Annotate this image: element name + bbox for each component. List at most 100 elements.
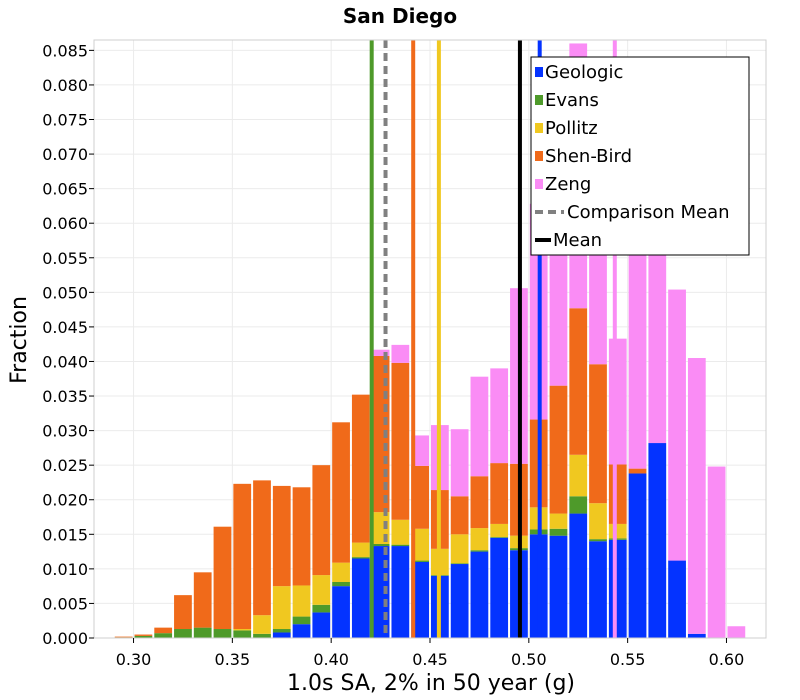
legend-swatch [535,179,543,189]
bar-pollitz [608,523,627,539]
bar-evans [490,537,509,538]
legend-swatch [535,123,543,133]
y-tick-label: 0.055 [42,249,88,268]
bar-evans [292,616,311,625]
bar-geologic [628,473,647,638]
y-tick-label: 0.050 [42,283,88,302]
bar-evans [213,629,232,638]
bar-zeng [707,466,726,638]
x-axis-label: 1.0s SA, 2% in 50 year (g) [287,671,575,696]
bar-zeng [668,289,686,561]
legend-swatch [535,67,543,77]
bar-pollitz [332,562,350,583]
legend-label: Shen-Bird [545,146,632,167]
bar-zeng [490,368,509,464]
x-tick-label: 0.30 [116,650,152,669]
bar-zeng [450,429,469,497]
bar-geologic [332,586,350,638]
bar-evans [351,557,370,559]
x-tick-label: 0.50 [511,650,547,669]
legend-label: Pollitz [545,118,598,139]
bar-evans [470,550,489,552]
bar-shen-bird [174,595,192,630]
bar-shen-bird [569,308,588,455]
bar-evans [233,630,252,638]
legend-label: Evans [545,90,599,111]
bar-shen-bird [391,362,410,520]
bar-pollitz [351,542,370,558]
bar-zeng [391,344,410,363]
legend-label: Geologic [545,62,623,83]
bar-geologic [450,564,469,638]
y-tick-label: 0.025 [42,456,88,475]
bar-pollitz [569,454,588,497]
bar-zeng [628,234,647,469]
y-tick-label: 0.070 [42,145,88,164]
bar-geologic [549,535,568,638]
chart-title: San Diego [343,4,457,28]
bar-shen-bird [134,634,153,636]
bar-pollitz [391,519,410,545]
y-axis-label: Fraction [7,296,32,384]
x-axis: 0.30 0.35 0.40 0.45 0.50 0.55 0.60 [116,638,745,669]
bar-zeng [727,626,746,638]
bar-shen-bird [549,385,568,514]
bar-geologic [589,541,607,638]
bar-evans [549,528,568,536]
bar-evans [569,496,588,514]
bar-pollitz [450,534,469,564]
bar-evans [253,633,271,638]
bar-evans [411,560,429,562]
bar-shen-bird [114,636,133,638]
bar-pollitz [292,585,311,617]
bar-shen-bird [411,465,429,529]
bar-shen-bird [154,627,173,634]
bar-zeng [648,244,667,444]
bar-geologic [312,612,331,638]
y-tick-label: 0.075 [42,111,88,130]
bar-shen-bird [628,468,647,474]
bar-geologic [292,624,311,638]
y-tick-label: 0.005 [42,594,88,613]
bar-evans [371,543,390,547]
bar-shen-bird [608,464,627,524]
y-tick-label: 0.045 [42,318,88,337]
y-tick-label: 0.000 [42,629,88,648]
bar-shen-bird [589,364,607,504]
bar-shen-bird [193,572,212,628]
bar-geologic [687,633,706,638]
legend-swatch [535,95,543,105]
bar-shen-bird [450,496,469,535]
bar-evans [193,627,212,638]
bar-zeng [411,435,429,466]
bar-shen-bird [312,465,331,576]
bar-evans [391,544,410,547]
bar-shen-bird [332,422,350,563]
bar-geologic [351,558,370,638]
bar-pollitz [589,503,607,540]
x-tick-label: 0.60 [709,650,745,669]
x-tick-label: 0.45 [412,650,448,669]
y-tick-label: 0.085 [42,41,88,60]
bar-zeng [371,349,390,356]
y-tick-label: 0.035 [42,387,88,406]
bar-shen-bird [233,483,252,630]
bar-zeng [470,376,489,477]
bar-shen-bird [490,463,509,524]
bar-shen-bird [253,480,271,616]
bar-evans [608,538,627,540]
y-axis: 0.000 0.005 0.010 0.015 0.020 0.025 0.030 0.035… [42,41,94,648]
bar-zeng [687,358,706,634]
bar-pollitz [272,586,291,630]
bar-pollitz [411,528,429,561]
y-tick-label: 0.060 [42,214,88,233]
bar-geologic [569,513,588,638]
bar-evans [134,635,153,638]
legend: Geologic Evans Pollitz Shen-Bird Zeng Compari… [530,56,750,256]
bar-pollitz [490,523,509,538]
bar-evans [154,633,173,638]
bar-evans [332,582,350,587]
x-tick-label: 0.35 [215,650,251,669]
x-tick-label: 0.40 [313,650,349,669]
bar-pollitz [233,629,252,631]
